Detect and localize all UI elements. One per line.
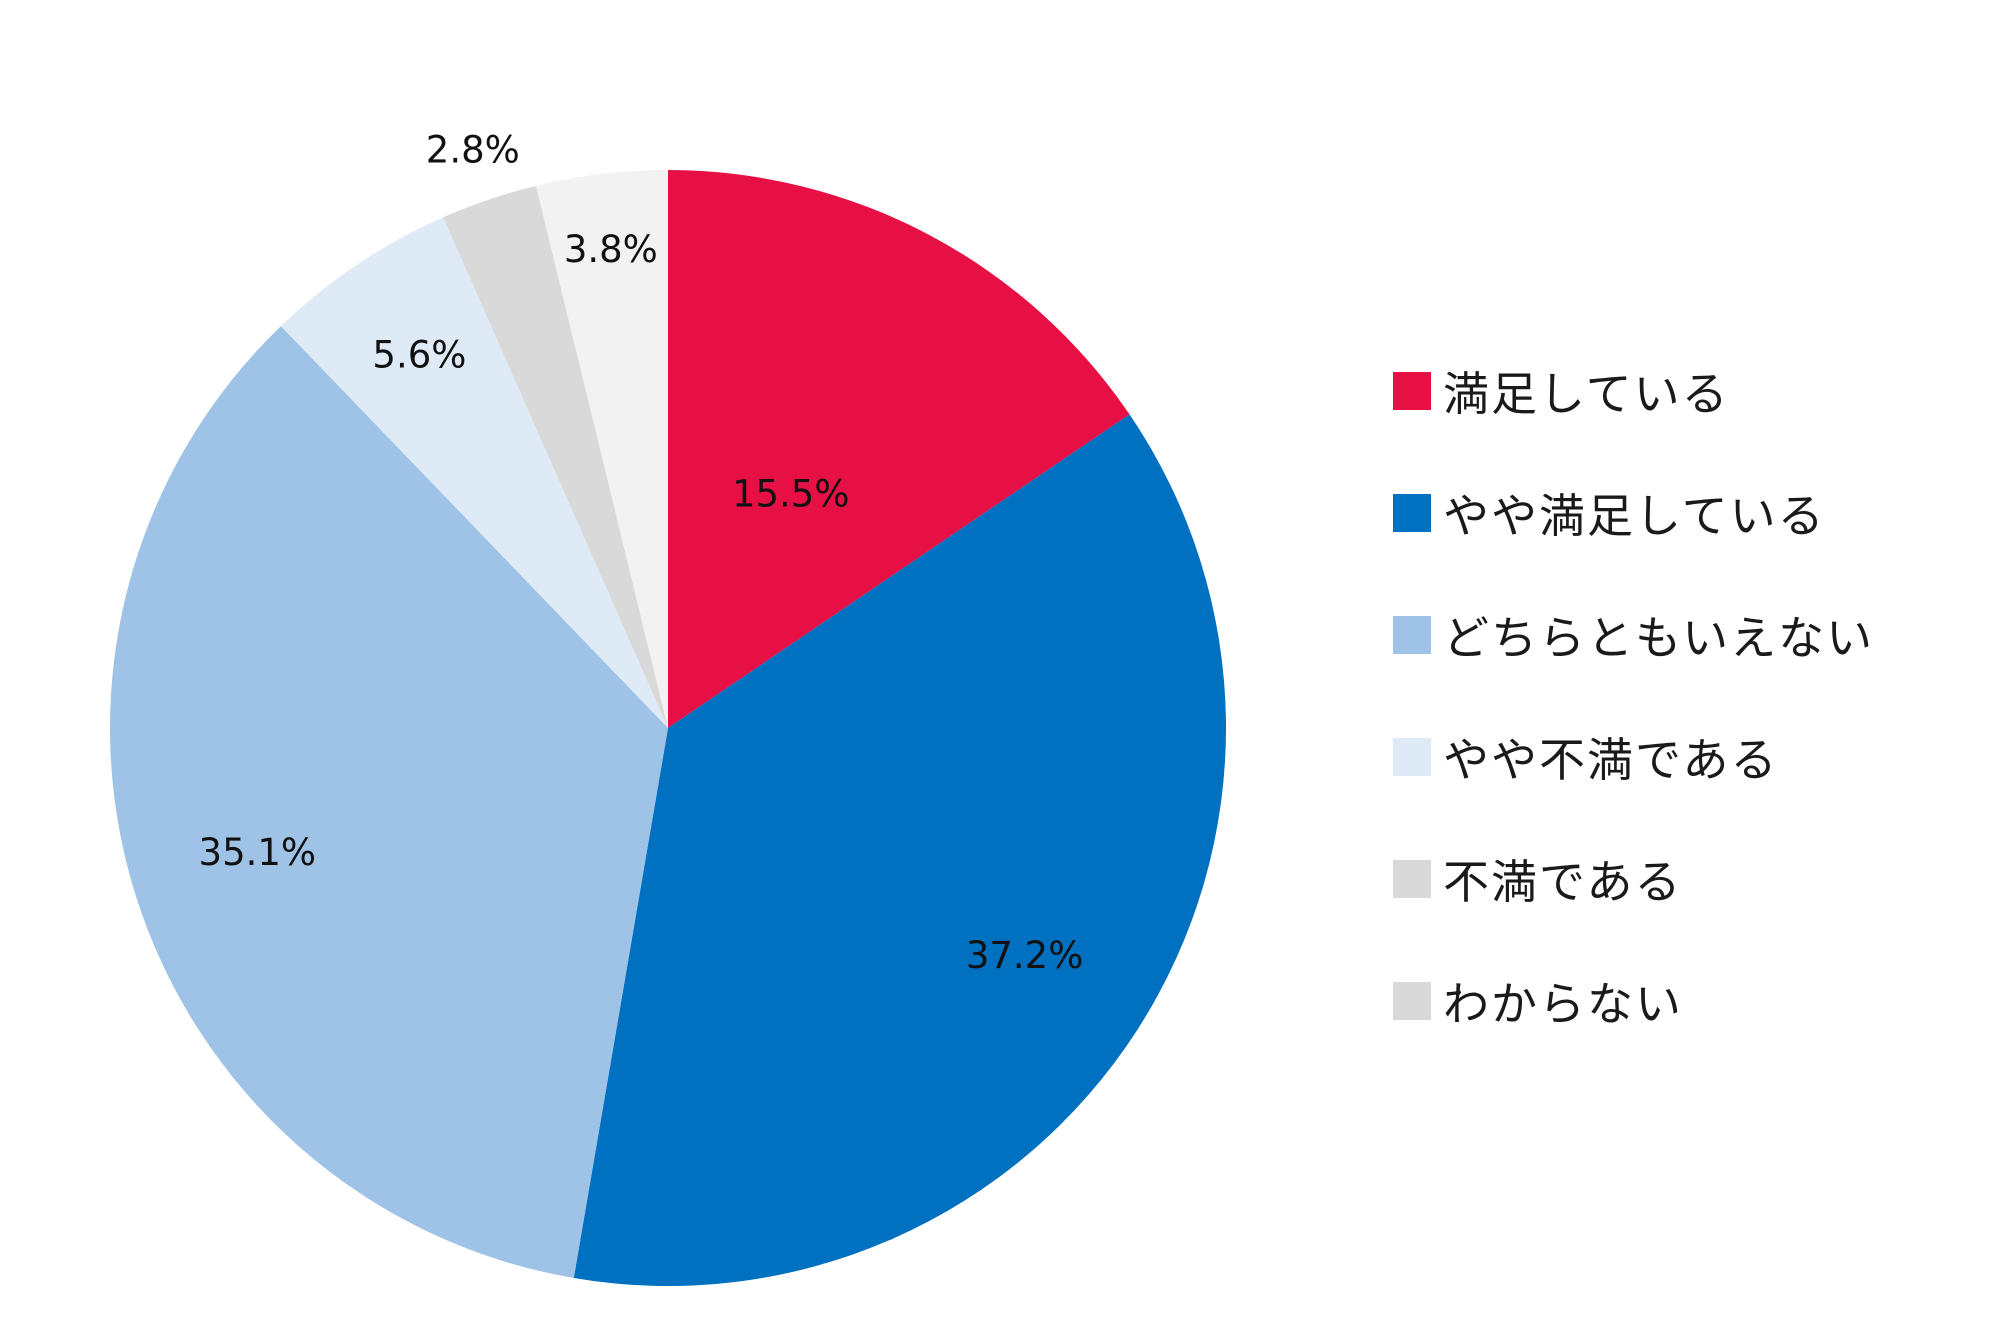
pie-slice-5	[536, 170, 668, 728]
legend-swatch	[1393, 738, 1431, 776]
legend-item-dissatisfied: 不満である	[1393, 818, 1874, 940]
legend-label: やや不満である	[1443, 733, 1779, 787]
legend-swatch	[1393, 494, 1431, 532]
chart-legend: 満足している やや満足している どちらともいえない やや不満である 不満である …	[1393, 330, 1874, 1062]
legend-swatch	[1393, 372, 1431, 410]
data-label-4: 2.8%	[426, 128, 520, 171]
pie-data-labels: 15.5% 37.2% 35.1% 5.6% 2.8% 3.8%	[199, 128, 1084, 977]
legend-item-somewhat-satisfied: やや満足している	[1393, 452, 1874, 574]
legend-item-satisfied: 満足している	[1393, 330, 1874, 452]
pie-slice-3	[280, 217, 668, 729]
data-label-0: 15.5%	[732, 473, 850, 516]
legend-swatch	[1393, 982, 1431, 1020]
legend-label: 不満である	[1443, 855, 1683, 909]
data-label-3: 5.6%	[372, 334, 466, 377]
legend-swatch	[1393, 860, 1431, 898]
pie-slice-4	[443, 185, 668, 729]
legend-label: わからない	[1443, 977, 1683, 1031]
data-label-1: 37.2%	[966, 934, 1084, 977]
legend-item-unknown: わからない	[1393, 940, 1874, 1062]
pie-slice-0	[668, 170, 1130, 728]
pie-slice-1	[573, 414, 1226, 1286]
legend-label: やや満足している	[1443, 489, 1826, 543]
legend-swatch	[1393, 616, 1431, 654]
legend-item-neutral: どちらともいえない	[1393, 574, 1874, 696]
pie-slices	[110, 170, 1226, 1286]
pie-slice-2	[110, 326, 668, 1278]
legend-label: 満足している	[1443, 367, 1730, 421]
data-label-2: 35.1%	[199, 831, 317, 874]
legend-item-somewhat-dissatisfied: やや不満である	[1393, 696, 1874, 818]
legend-label: どちらともいえない	[1443, 611, 1875, 665]
data-label-5: 3.8%	[564, 228, 658, 271]
